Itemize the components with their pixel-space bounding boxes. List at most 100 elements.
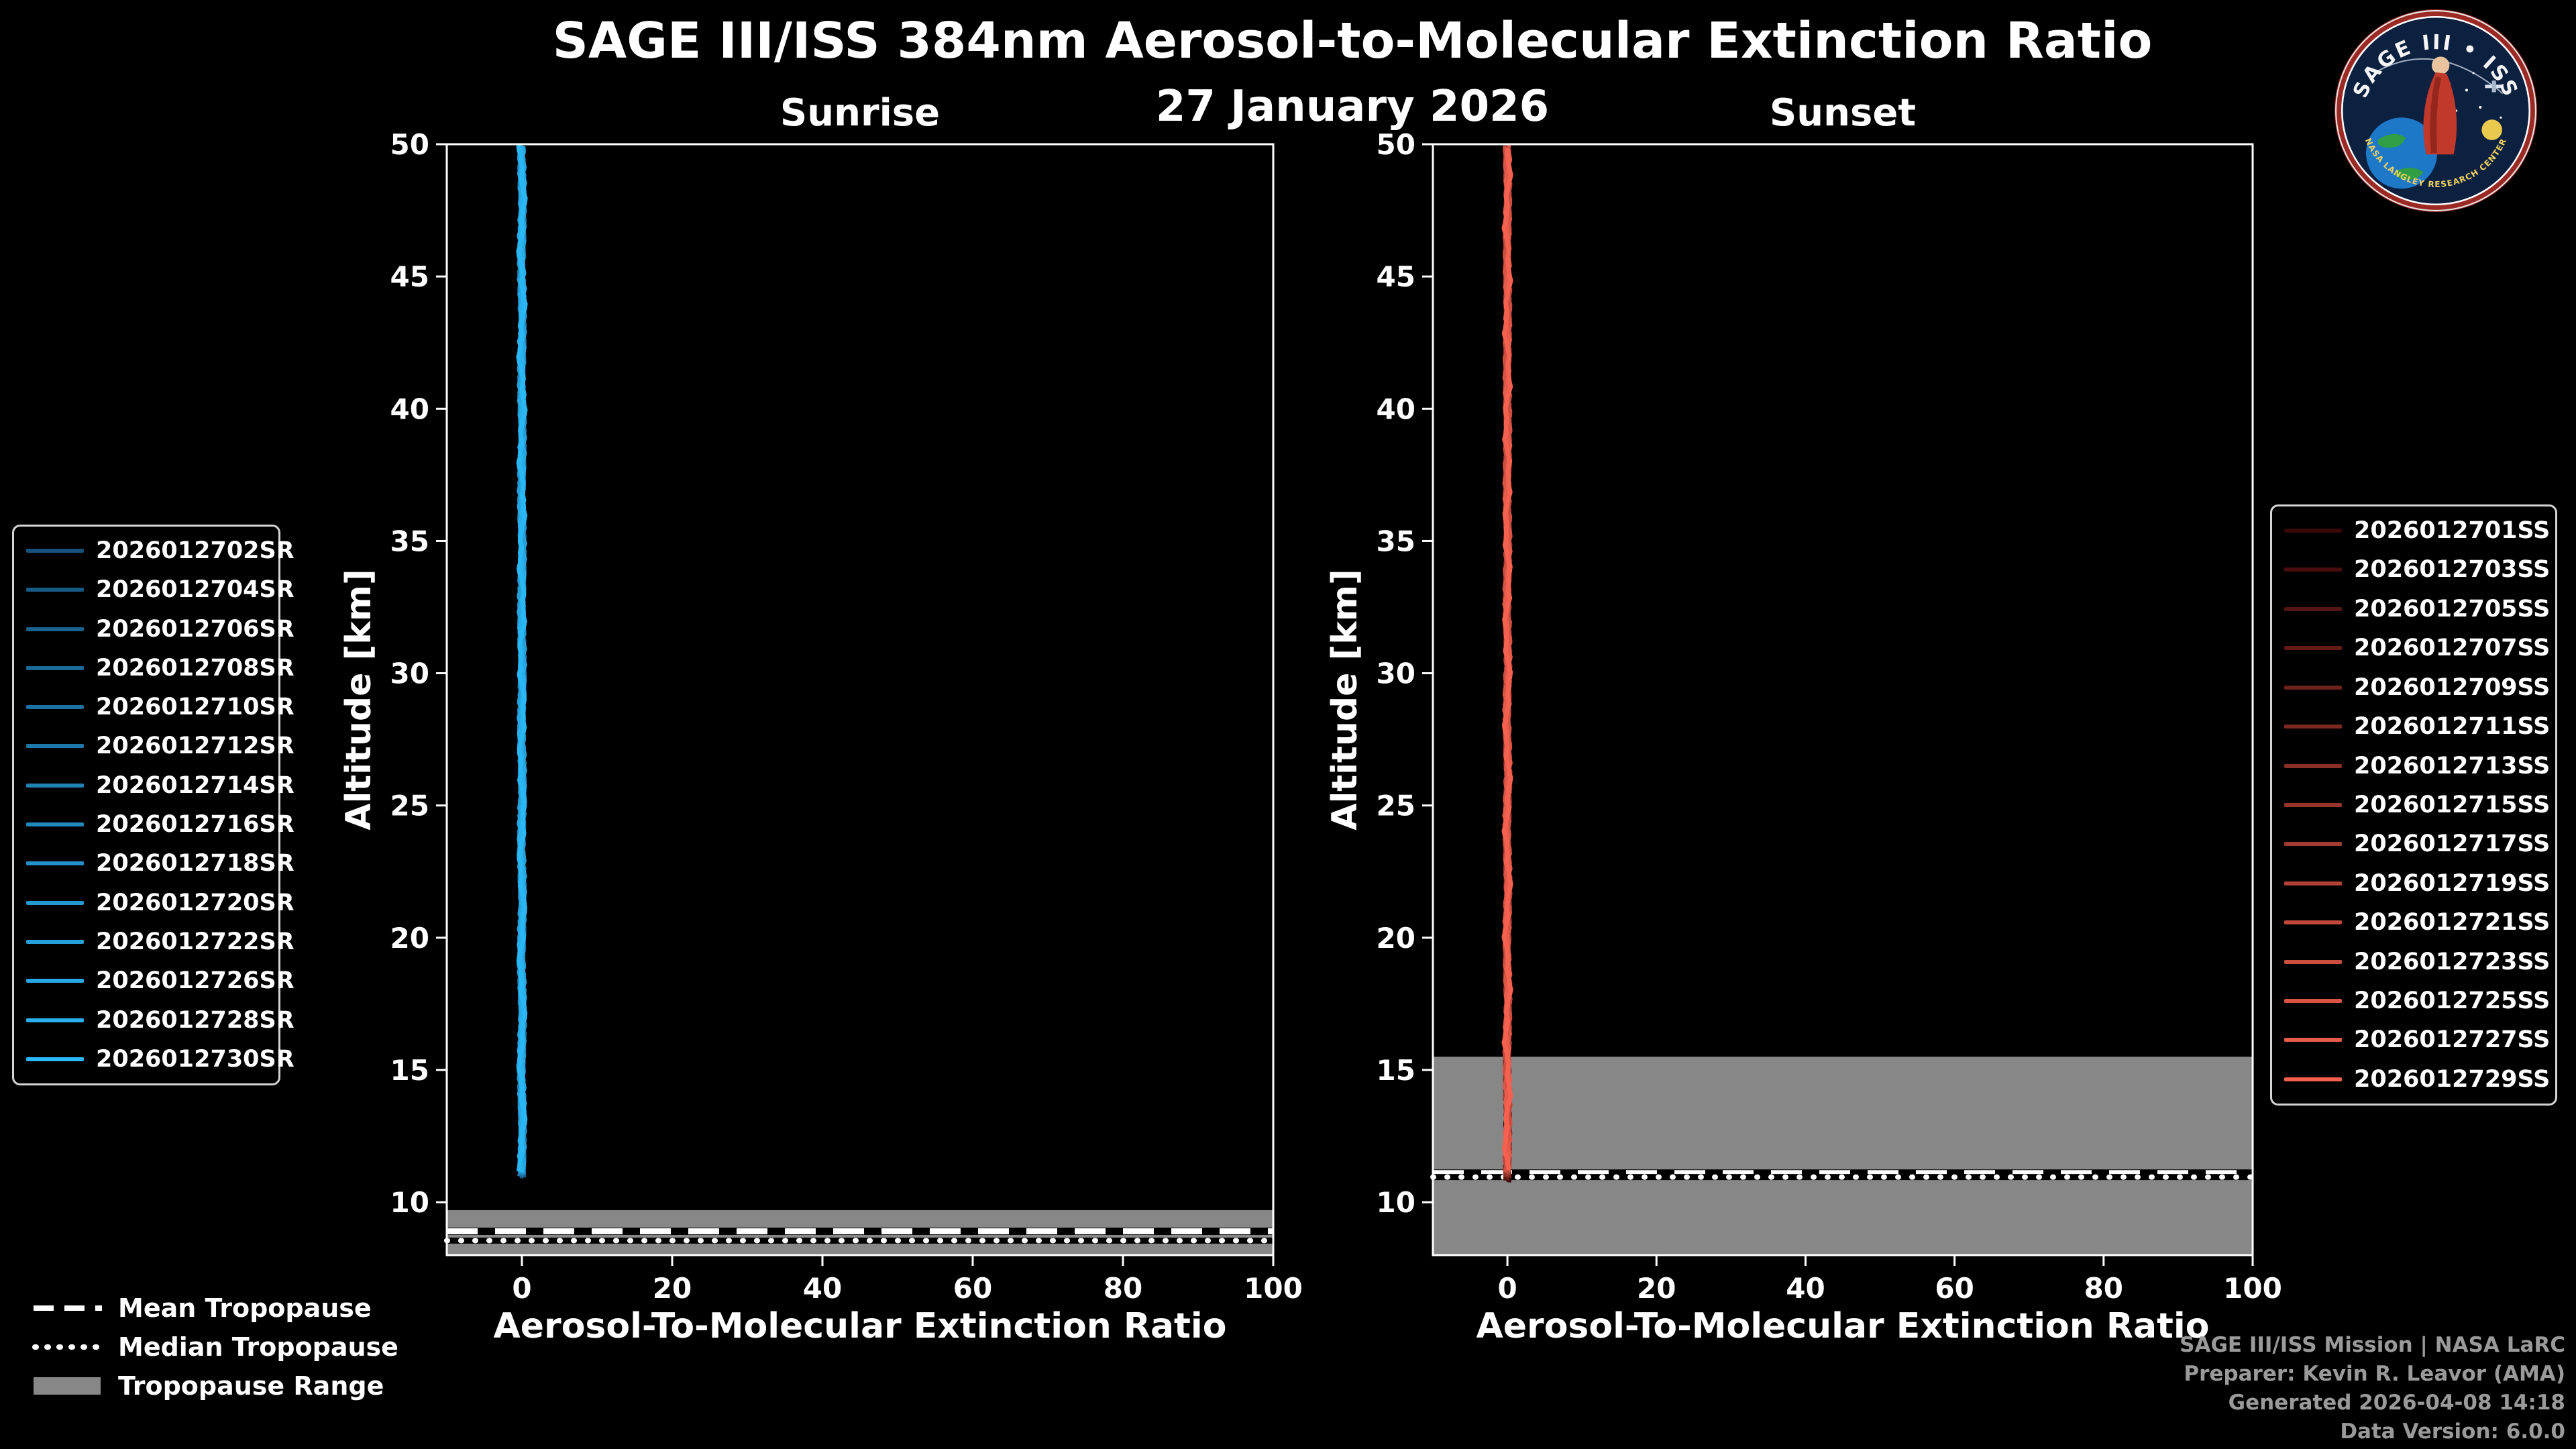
sunset-legend-swatch: [2284, 999, 2342, 1004]
sunset-legend-swatch: [2284, 606, 2342, 611]
svg-text:50: 50: [390, 128, 429, 161]
sunrise-legend-item: 2026012704SR: [26, 576, 294, 603]
svg-text:60: 60: [1935, 1272, 1974, 1305]
svg-text:40: 40: [1786, 1272, 1825, 1305]
sunset-legend-swatch: [2284, 724, 2342, 729]
sunrise-legend-item: 2026012716SR: [26, 811, 294, 838]
sunrise-legend-label: 2026012728SR: [96, 1006, 294, 1034]
figure-title: SAGE III/ISS 384nm Aerosol-to-Molecular …: [552, 12, 2153, 70]
sunset-legend-label: 2026012723SS: [2354, 948, 2551, 975]
sunset-legend-swatch: [2284, 763, 2342, 768]
svg-text:80: 80: [1104, 1272, 1142, 1305]
svg-text:35: 35: [1377, 525, 1415, 557]
median-tropopause-label: Median Tropopause: [118, 1332, 398, 1362]
sunset-legend-item: 2026012701SS: [2284, 517, 2550, 544]
sunrise-legend-label: 2026012716SR: [96, 811, 294, 839]
attribution-block: SAGE III/ISS Mission | NASA LaRC Prepare…: [2180, 1331, 2565, 1446]
sunrise-legend-swatch: [26, 549, 84, 553]
sunrise-legend-label: 2026012704SR: [96, 576, 294, 604]
svg-text:10: 10: [390, 1186, 429, 1219]
sunset-legend-item: 2026012707SS: [2284, 635, 2550, 661]
sunset-legend-item: 2026012723SS: [2284, 949, 2550, 975]
gray-band-icon: [34, 1377, 101, 1395]
sunset-legend-label: 2026012713SS: [2354, 752, 2551, 780]
tropopause-range-legend-item: Tropopause Range: [31, 1371, 398, 1401]
svg-text:45: 45: [390, 260, 429, 293]
moon-icon: [2481, 119, 2502, 140]
sunset-legend-item: 2026012705SS: [2284, 596, 2550, 623]
figure-date: 27 January 2026: [1155, 82, 1550, 131]
sunrise-legend-swatch: [26, 588, 84, 592]
svg-text:25: 25: [390, 790, 429, 822]
sunrise-legend-item: 2026012728SR: [26, 1007, 294, 1034]
sunset-legend-item: 2026012713SS: [2284, 753, 2550, 780]
svg-text:40: 40: [803, 1272, 842, 1305]
sunset-legend-item: 2026012715SS: [2284, 792, 2550, 818]
sunrise-legend-label: 2026012720SR: [96, 889, 294, 916]
svg-text:25: 25: [1377, 790, 1415, 822]
sunset-legend-label: 2026012709SS: [2354, 674, 2551, 701]
sunset-legend-label: 2026012701SS: [2354, 517, 2551, 544]
sunset-legend-item: 2026012703SS: [2284, 556, 2550, 583]
svg-text:100: 100: [1244, 1272, 1303, 1305]
svg-text:20: 20: [390, 922, 429, 955]
sunrise-legend-swatch: [26, 665, 84, 670]
sunrise-legend-swatch: [26, 783, 84, 788]
sunset-legend-item: 2026012709SS: [2284, 674, 2550, 701]
sunset-legend-swatch: [2284, 529, 2342, 533]
sunrise-legend-label: 2026012730SR: [96, 1045, 294, 1073]
sunrise-legend-item: 2026012726SR: [26, 967, 294, 994]
sunset-legend-swatch: [2284, 959, 2342, 964]
sunset-legend-item: 2026012727SS: [2284, 1026, 2550, 1053]
svg-text:40: 40: [1377, 392, 1415, 425]
earth-land: [2377, 133, 2406, 148]
svg-text:Altitude [km]: Altitude [km]: [1325, 569, 1365, 830]
svg-text:Altitude [km]: Altitude [km]: [339, 569, 379, 830]
sunrise-event-legend: 2026012702SR 2026012704SR 2026012706SR 2026…: [12, 525, 294, 1085]
sunset-legend-label: 2026012715SS: [2354, 791, 2551, 818]
mean-tropopause-label: Mean Tropopause: [118, 1293, 372, 1323]
sunset-legend-swatch: [2284, 881, 2342, 885]
svg-text:40: 40: [390, 392, 429, 425]
sunrise-legend-item: 2026012706SR: [26, 616, 294, 643]
sage-iii-iss-mission-patch: SAGE III • ISS NASA LANGLEY RESEARCH CEN…: [2334, 9, 2537, 212]
sunrise-legend-item: 2026012712SR: [26, 733, 294, 759]
sunset-legend-label: 2026012725SS: [2354, 987, 2551, 1015]
svg-text:20: 20: [653, 1272, 692, 1305]
sunrise-legend-item: 2026012714SR: [26, 772, 294, 799]
dashed-line-icon: [34, 1305, 102, 1311]
sunrise-legend-label: 2026012714SR: [96, 771, 294, 799]
sunset-legend-label: 2026012717SS: [2354, 830, 2551, 858]
sunrise-legend-swatch: [26, 861, 84, 866]
svg-text:0: 0: [1497, 1272, 1517, 1305]
sunset-legend-label: 2026012703SS: [2354, 556, 2551, 584]
svg-text:10: 10: [1377, 1186, 1415, 1219]
svg-text:Aerosol-To-Molecular Extinctio: Aerosol-To-Molecular Extinction Ratio: [1477, 1306, 2210, 1346]
sunset-legend-swatch: [2284, 842, 2342, 847]
mean-tropopause-legend-item: Mean Tropopause: [31, 1293, 398, 1323]
sunset-legend-swatch: [2284, 1077, 2342, 1081]
sunset-legend-swatch: [2284, 920, 2342, 925]
svg-text:45: 45: [1377, 260, 1415, 293]
sunset-legend-label: 2026012707SS: [2354, 635, 2551, 662]
svg-text:0: 0: [512, 1272, 531, 1305]
sunrise-legend-label: 2026012718SR: [96, 850, 294, 877]
sunset-event-legend: 2026012701SS 2026012703SS 2026012705SS 2026…: [2270, 504, 2557, 1106]
sunrise-legend-swatch: [26, 900, 84, 905]
sunrise-legend-swatch: [26, 627, 84, 631]
sunset-legend-label: 2026012721SS: [2354, 909, 2551, 936]
sunrise-legend-label: 2026012726SR: [96, 967, 294, 995]
sunrise-legend-item: 2026012708SR: [26, 655, 294, 682]
sunrise-legend-label: 2026012706SR: [96, 615, 294, 643]
sunset-legend-label: 2026012727SS: [2354, 1026, 2551, 1054]
svg-text:30: 30: [390, 657, 429, 690]
tropopause-legend: Mean Tropopause Median Tropopause Tropop…: [31, 1293, 398, 1401]
sunset-legend-swatch: [2284, 646, 2342, 651]
sunset-legend-swatch: [2284, 1038, 2342, 1042]
sunset-legend-label: 2026012705SS: [2354, 595, 2551, 623]
sunrise-legend-item: 2026012720SR: [26, 890, 294, 916]
svg-text:15: 15: [390, 1054, 429, 1087]
sunset-legend-swatch: [2284, 685, 2342, 690]
